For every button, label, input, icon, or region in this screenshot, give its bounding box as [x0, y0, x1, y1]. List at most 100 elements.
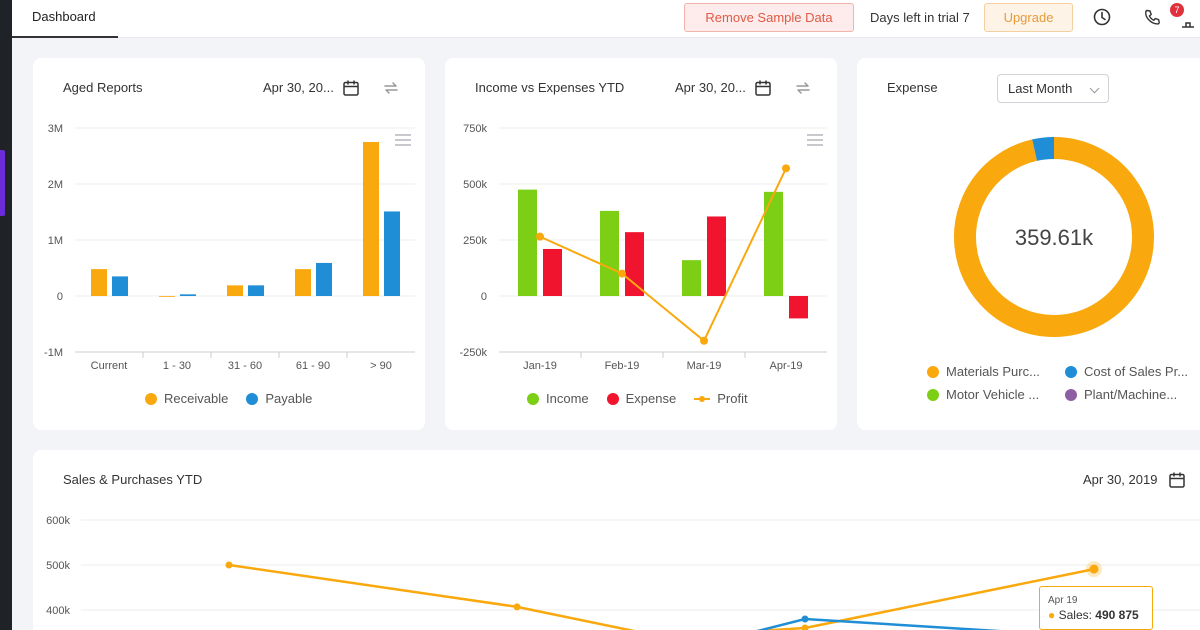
profit-point	[536, 232, 544, 241]
x-tick-label: > 90	[370, 360, 392, 372]
refresh-icon[interactable]	[793, 78, 813, 98]
bar-payable	[112, 276, 128, 296]
sales-point	[225, 561, 233, 569]
date-label: Apr 30, 20...	[675, 80, 746, 95]
legend-dot	[927, 388, 939, 401]
notification-icon[interactable]	[1178, 10, 1198, 30]
income-expenses-chart: 750k 500k 250k 0 -250k Jan-19 Feb-19 Mar-19 Apr-…	[459, 123, 827, 372]
legend-label: Income	[546, 391, 589, 406]
legend-expense[interactable]: Expense	[606, 391, 677, 406]
upgrade-button[interactable]: Upgrade	[984, 3, 1073, 32]
y-tick-label: 250k	[463, 235, 487, 247]
card-title: Aged Reports	[63, 80, 143, 95]
x-tick-label: Mar-19	[687, 360, 722, 372]
expense-donut-chart: 359.61k	[954, 137, 1154, 337]
legend-payable[interactable]: Payable	[246, 391, 312, 406]
x-tick-label: 1 - 30	[163, 360, 191, 372]
bar-receivable	[159, 296, 175, 297]
aged-legend: Receivable Payable	[145, 391, 312, 406]
bar-expense	[707, 216, 726, 296]
legend-dot	[145, 392, 157, 405]
tab-dashboard[interactable]: Dashboard	[12, 0, 118, 38]
legend-plant-machine[interactable]: Plant/Machine...	[1065, 387, 1177, 402]
date-label: Apr 30, 2019	[1083, 472, 1158, 487]
period-select[interactable]: Last Month	[997, 74, 1109, 103]
legend-motor-vehicle[interactable]: Motor Vehicle ...	[927, 387, 1039, 402]
profit-line	[539, 167, 787, 343]
x-tick-label: Current	[91, 360, 128, 372]
legend-cost-of-sales[interactable]: Cost of Sales Pr...	[1065, 364, 1188, 379]
bar-payable	[248, 285, 264, 296]
top-bar: Dashboard Remove Sample Data Days left i…	[12, 0, 1200, 38]
legend-dot	[527, 392, 539, 405]
y-tick-label: 600k	[46, 515, 70, 527]
y-tick-label: -1M	[44, 347, 63, 359]
trial-days-text: Days left in trial 7	[870, 10, 970, 25]
chart-menu-icon[interactable]	[395, 134, 411, 146]
aged-reports-chart: 3M 2M 1M 0 -1M Current 1 - 30 31 - 60 61 - 90 > 9…	[44, 123, 415, 372]
sales-purchases-chart: 600k 500k 400k	[46, 515, 1200, 630]
legend-dot	[927, 365, 939, 378]
legend-profit[interactable]: Profit	[694, 391, 748, 406]
bar-expense	[625, 232, 644, 296]
period-select-value: Last Month	[1008, 81, 1073, 96]
sales-line	[228, 563, 1095, 630]
purchases-line	[756, 617, 1002, 630]
calendar-icon[interactable]	[1167, 470, 1187, 490]
y-tick-label: 0	[481, 291, 487, 303]
remove-sample-data-button[interactable]: Remove Sample Data	[684, 3, 854, 32]
legend-receivable[interactable]: Receivable	[145, 391, 228, 406]
bar-income	[682, 260, 701, 296]
card-title: Sales & Purchases YTD	[63, 472, 203, 487]
sales-point	[801, 624, 809, 630]
profit-point	[782, 164, 790, 173]
clock-icon[interactable]	[1092, 7, 1112, 27]
legend-materials[interactable]: Materials Purc...	[927, 364, 1040, 379]
donut-slice	[954, 137, 1154, 337]
sales-point	[1089, 564, 1099, 574]
legend-line-marker	[694, 395, 711, 402]
card-title: Income vs Expenses YTD	[475, 80, 625, 95]
legend-dot	[246, 392, 259, 405]
left-sidebar	[0, 0, 12, 630]
legend-label: Receivable	[164, 391, 229, 406]
tooltip-label: Sales:	[1058, 608, 1092, 622]
sales-point	[513, 603, 521, 611]
bar-expense	[789, 296, 808, 319]
bar-receivable	[91, 269, 107, 296]
legend-label: Profit	[717, 391, 748, 406]
legend-dot	[1065, 388, 1077, 401]
x-tick-label: Feb-19	[605, 360, 640, 372]
legend-label: Payable	[265, 391, 313, 406]
y-tick-label: 400k	[46, 605, 70, 617]
refresh-icon[interactable]	[381, 78, 401, 98]
bar-payable	[316, 262, 332, 296]
x-tick-label: 31 - 60	[228, 360, 262, 372]
calendar-icon[interactable]	[341, 78, 361, 98]
y-tick-label: -250k	[459, 347, 487, 359]
donut-slice	[1032, 137, 1055, 161]
income-legend: Income Expense Profit	[527, 391, 748, 406]
legend-income[interactable]: Income	[527, 391, 589, 406]
tooltip-bullet-icon: ●	[1048, 608, 1056, 622]
notification-badge: 7	[1170, 3, 1184, 17]
income-expenses-card: Income vs Expenses YTD Apr 30, 20... 750…	[445, 58, 837, 430]
bar-payable	[384, 211, 400, 296]
purchases-point	[801, 615, 809, 623]
tooltip-value: 490 875	[1095, 608, 1139, 622]
calendar-icon[interactable]	[753, 78, 773, 98]
phone-icon[interactable]	[1142, 7, 1162, 27]
chart-menu-icon[interactable]	[807, 134, 823, 146]
bar-income	[600, 210, 619, 296]
bar-receivable	[227, 285, 243, 296]
sales-purchases-card: Sales & Purchases YTD Apr 30, 2019	[33, 450, 1200, 630]
legend-dot	[1065, 365, 1077, 378]
bar-receivable	[363, 142, 379, 296]
bar-income	[518, 189, 537, 296]
profit-point	[700, 336, 708, 345]
bar-income	[764, 191, 783, 296]
bar-receivable	[295, 269, 311, 296]
card-title: Expense	[887, 80, 938, 95]
legend-label: Expense	[625, 391, 677, 406]
bar-expense	[543, 248, 562, 296]
